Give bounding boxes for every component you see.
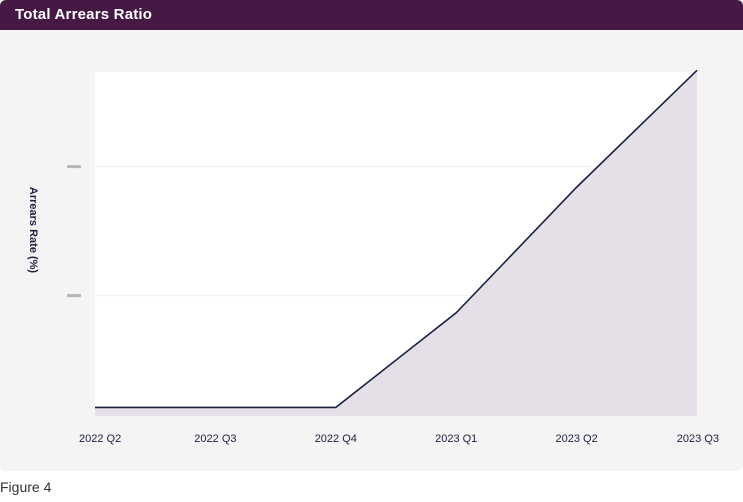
x-tick-label: 2022 Q2 — [79, 433, 121, 445]
figure-caption: Figure 4 — [0, 479, 52, 495]
chart-plot: 2022 Q2 2022 Q3 2022 Q4 2023 Q1 2023 Q2 2023 … — [67, 69, 719, 445]
chart-header: Total Arrears Ratio — [0, 0, 743, 30]
series-line — [95, 69, 698, 409]
x-tick-label: 2023 Q3 — [677, 433, 719, 445]
x-tick-label: 2023 Q1 — [435, 433, 477, 445]
y-tick-mark — [67, 294, 81, 298]
x-tick-label: 2022 Q3 — [194, 433, 236, 445]
series-area — [95, 70, 697, 416]
x-tick-label: 2022 Q4 — [315, 433, 357, 445]
chart-title: Total Arrears Ratio — [15, 6, 153, 23]
y-tick-mark — [67, 165, 81, 169]
chart-card: Total Arrears Ratio 2022 Q2 2022 Q3 2022 Q… — [0, 0, 743, 471]
x-tick-label: 2023 Q2 — [555, 433, 597, 445]
y-axis-label: Arrears Rate (%) — [27, 186, 39, 274]
